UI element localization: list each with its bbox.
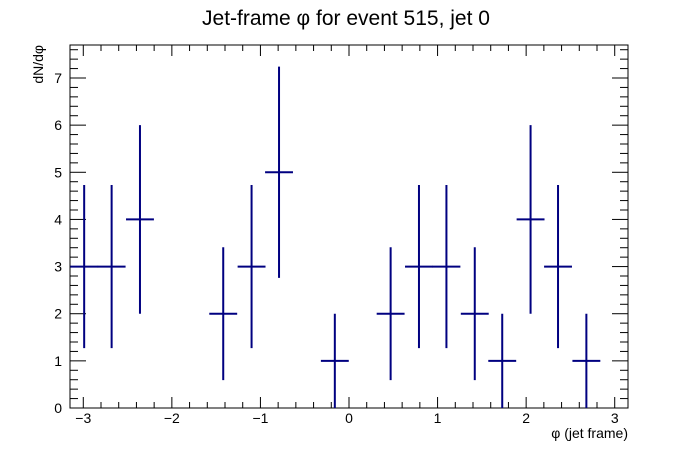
chart-title: Jet-frame φ for event 515, jet 0 [202, 7, 490, 30]
plot-frame [69, 44, 629, 409]
tick-labels: −3 −2 −1 0 1 2 3 0 1 2 3 4 5 6 7 [54, 70, 619, 426]
y-tick-label: 2 [54, 306, 62, 322]
x-tick-label: −3 [75, 410, 91, 426]
y-tick-label: 3 [54, 259, 62, 275]
x-tick-label: 1 [434, 410, 442, 426]
x-tick-label: −1 [252, 410, 268, 426]
y-tick-label: 1 [54, 353, 62, 369]
x-axis-label: φ (jet frame) [551, 425, 628, 441]
axis-ticks [70, 45, 628, 409]
y-tick-label: 7 [54, 70, 62, 86]
y-axis-label: dN/dφ [30, 45, 46, 84]
x-tick-label: 3 [611, 410, 619, 426]
y-tick-label: 0 [54, 400, 62, 416]
data-marks [70, 66, 601, 408]
x-tick-label: 0 [345, 410, 353, 426]
x-tick-label: −2 [164, 410, 180, 426]
y-tick-label: 6 [54, 117, 62, 133]
y-tick-label: 5 [54, 164, 62, 180]
y-tick-label: 4 [54, 211, 62, 227]
x-tick-label: 2 [522, 410, 530, 426]
